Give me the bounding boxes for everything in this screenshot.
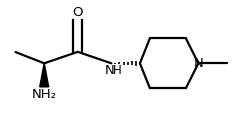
Text: NH₂: NH₂ (32, 88, 57, 101)
Polygon shape (40, 63, 49, 87)
Text: H: H (112, 64, 121, 77)
Text: N: N (194, 57, 204, 70)
Text: N: N (105, 64, 115, 77)
Text: O: O (72, 6, 83, 19)
